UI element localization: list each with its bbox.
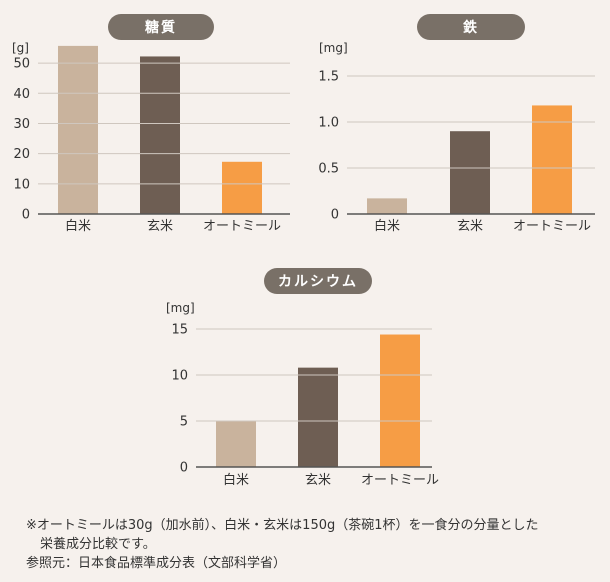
chart-title: 糖質 [145, 20, 177, 36]
bar-2 [222, 161, 262, 214]
footnotes: ※オートミールは30g（加水前）、白米・玄米は150g（茶碗1杯）を一食分の分量… [26, 516, 539, 573]
y-tick-label: 0 [180, 461, 188, 476]
footnote-source: 参照元：日本食品標準成分表（文部科学省） [26, 556, 287, 571]
x-category-label: 玄米 [457, 219, 483, 234]
y-unit-label: [mg] [166, 301, 195, 315]
y-tick-label: 40 [13, 87, 30, 102]
y-tick-label: 0.5 [318, 162, 339, 177]
y-tick-label: 30 [13, 117, 30, 132]
chart-svg: [mg] 0 0.5 1.0 1.5 白米 玄米 オートミール [318, 41, 595, 234]
bar-2 [380, 334, 420, 467]
chart-title-pill: 糖質 [108, 14, 214, 40]
footnote-line: 栄養成分比較です。 [40, 537, 156, 552]
x-category-label: 白米 [374, 218, 400, 234]
bar-2 [532, 105, 572, 214]
bar-0 [58, 45, 98, 215]
chart-title-pill: カルシウム [264, 268, 372, 294]
bar-1 [450, 131, 490, 214]
x-category-label: オートミール [203, 219, 281, 234]
chart-sugar: 糖質 [g] 0 10 20 30 40 50 白米 玄米 オートミール [0, 0, 305, 250]
y-tick-label: 15 [171, 323, 188, 338]
chart-title: カルシウム [278, 274, 358, 290]
chart-svg: [g] 0 10 20 30 40 50 白米 玄米 オートミール [12, 41, 290, 234]
x-category-label: オートミール [513, 219, 591, 234]
x-category-label: 白米 [223, 472, 249, 488]
x-category-label: 玄米 [305, 473, 331, 488]
x-category-label: オートミール [361, 473, 439, 488]
y-tick-label: 50 [13, 57, 30, 72]
bar-1 [140, 56, 180, 214]
chart-iron: 鉄 [mg] 0 0.5 1.0 1.5 白米 玄米 オートミール [305, 0, 610, 250]
y-tick-label: 10 [13, 177, 30, 192]
chart-title-pill: 鉄 [417, 14, 525, 40]
y-tick-label: 1.0 [318, 116, 339, 131]
y-tick-label: 0 [331, 208, 339, 223]
bar-0 [216, 421, 256, 467]
bar-0 [367, 198, 407, 214]
footnote-line: ※オートミールは30g（加水前）、白米・玄米は150g（茶碗1杯）を一食分の分量… [26, 518, 539, 533]
x-category-label: 白米 [65, 218, 91, 234]
chart-calcium: カルシウム [mg] 0 5 10 15 白米 玄米 オートミール [0, 260, 610, 500]
chart-title: 鉄 [463, 20, 479, 36]
y-unit-label: [mg] [319, 41, 348, 55]
y-tick-label: 10 [171, 369, 188, 384]
y-tick-label: 0 [22, 208, 30, 223]
y-tick-label: 5 [180, 415, 188, 430]
y-unit-label: [g] [12, 41, 29, 55]
y-tick-label: 20 [13, 147, 30, 162]
bar-1 [298, 367, 338, 467]
y-tick-label: 1.5 [318, 70, 339, 85]
chart-svg: [mg] 0 5 10 15 白米 玄米 オートミール [166, 301, 439, 488]
x-category-label: 玄米 [147, 219, 173, 234]
